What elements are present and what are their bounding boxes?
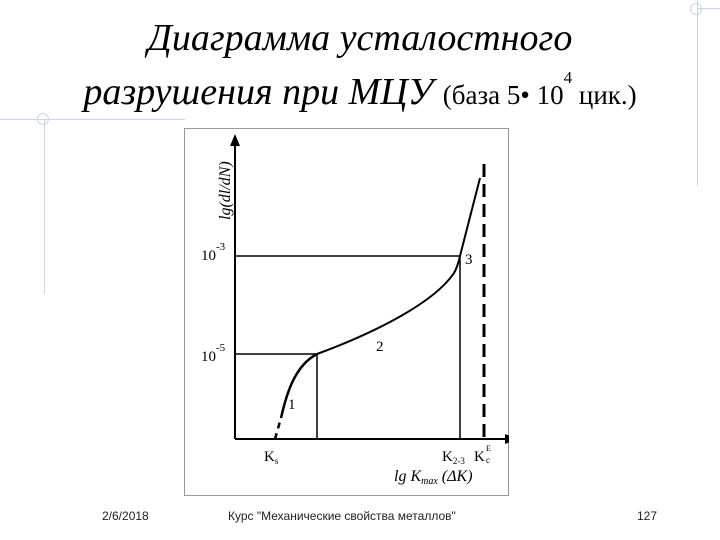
x-tick-ks-main: K — [264, 449, 275, 465]
y-axis-arrow — [230, 134, 240, 146]
x-tick-kce-sup: E — [486, 444, 491, 453]
footer-date: 2/6/2018 — [102, 509, 149, 523]
paren-end: цик.) — [572, 80, 637, 110]
x-tick-ks: Ks — [264, 449, 279, 466]
x-axis-arrow — [505, 434, 509, 444]
x-axis-label-paren: (ΔK) — [442, 468, 473, 485]
x-tick-kce-sub: c — [486, 455, 490, 465]
paren-start: (база 5• 10 — [442, 80, 564, 110]
decorative-line — [44, 119, 45, 294]
x-tick-ks-sub: s — [275, 456, 279, 466]
x-tick-k23: K2-3 — [442, 449, 465, 466]
decorative-line — [697, 8, 720, 9]
curve-region-1 — [279, 352, 318, 419]
y-tick-upper-base: 10 — [201, 248, 216, 264]
footer-course: Курс "Механические свойства металлов" — [228, 509, 456, 523]
slide-title-line-2: разрушения при МЦУ (база 5• 104 цик.) — [0, 68, 720, 114]
figure-border — [184, 128, 509, 496]
y-tick-upper-exp: -3 — [216, 241, 226, 253]
slide-title-paren: (база 5• 104 цик.) — [442, 68, 637, 110]
region-label-3: 3 — [465, 252, 473, 268]
curve-region-2 — [316, 255, 461, 355]
x-axis-label-main: lg K — [394, 468, 422, 485]
x-tick-kce: K — [474, 449, 485, 465]
decorative-line — [0, 119, 185, 120]
footer-page-number: 127 — [637, 509, 658, 523]
slide-title-italic: разрушения при МЦУ — [83, 71, 434, 113]
y-tick-lower-exp: -5 — [216, 342, 226, 354]
curve-region-1-threshold — [273, 417, 283, 440]
region-label-1: 1 — [288, 397, 296, 413]
y-tick-upper: 10-3 — [201, 241, 226, 264]
x-tick-k23-sub: 2-3 — [453, 456, 465, 466]
region-label-2: 2 — [376, 339, 384, 355]
paren-exponent: 4 — [563, 68, 573, 87]
x-tick-k23-main: K — [442, 449, 453, 465]
curve-region-3 — [459, 177, 481, 257]
decorative-circle — [37, 113, 49, 125]
slide-title-line-1: Диаграмма усталостного — [147, 17, 573, 59]
diagram-svg: lg(dl/dN) 10-3 10-5 1 2 3 Ks K2-3 K E c … — [184, 128, 509, 496]
y-tick-lower: 10-5 — [201, 342, 226, 365]
decorative-circle — [690, 3, 702, 15]
x-axis-label: lg Kmax (ΔK) — [394, 468, 473, 487]
decorative-line — [697, 0, 698, 186]
fatigue-diagram: lg(dl/dN) 10-3 10-5 1 2 3 Ks K2-3 K E c … — [184, 128, 509, 496]
y-axis-label: lg(dl/dN) — [217, 161, 234, 220]
x-axis-label-sub: max — [421, 476, 438, 487]
y-tick-lower-base: 10 — [201, 349, 216, 365]
